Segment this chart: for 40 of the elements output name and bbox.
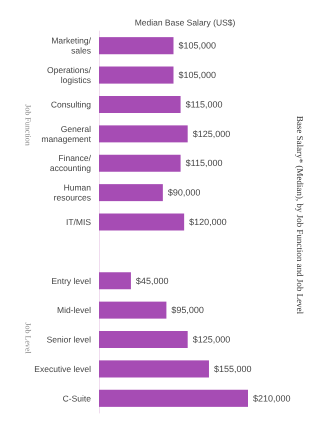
y-tick-label: General management	[41, 124, 92, 144]
y-tick-label: Finance/ accounting	[50, 153, 92, 174]
data-label: $120,000	[189, 217, 227, 227]
data-label: $115,000	[186, 99, 222, 110]
data-label: $210,000	[253, 393, 291, 404]
y-tick-label: Mid-level	[56, 305, 92, 316]
bar	[99, 302, 166, 319]
text: Base Salary* (Median), by Job Function and Job Level	[295, 116, 305, 315]
bar	[99, 96, 181, 113]
y-tick-label: Human resources	[54, 182, 92, 203]
y-tick-label: Senior level	[46, 334, 92, 345]
bar	[99, 154, 181, 172]
bar	[99, 331, 188, 348]
data-label: $125,000	[192, 334, 230, 345]
bar	[99, 184, 163, 202]
bar	[99, 125, 188, 142]
bar	[99, 213, 184, 231]
data-label: $115,000	[186, 158, 222, 168]
data-label: $105,000	[178, 40, 216, 51]
bar	[99, 66, 174, 84]
bar	[99, 360, 209, 378]
bar	[99, 390, 248, 407]
y-tick-label: Operations/ logistics	[47, 65, 92, 86]
x-axis-title: Median Base Salary (US$)	[134, 18, 236, 28]
y-tick-label: Marketing/ sales	[51, 36, 92, 56]
text: Job Function	[24, 104, 32, 146]
text: Job Level	[24, 322, 32, 354]
bar	[99, 272, 131, 290]
y-tick-label: Executive level	[34, 364, 92, 374]
data-label: $105,000	[178, 70, 216, 80]
y-tick-label: Entry level	[51, 276, 92, 286]
data-label: $95,000	[171, 305, 204, 316]
data-label: $90,000	[168, 188, 200, 198]
y-tick-label: C-Suite	[62, 393, 92, 404]
data-label: $45,000	[136, 276, 168, 286]
y-tick-label: Consulting	[50, 99, 92, 110]
data-label: $125,000	[192, 128, 230, 139]
bar	[99, 37, 174, 54]
y-tick-label: IT/MIS	[66, 217, 92, 227]
data-label: $155,000	[214, 364, 252, 374]
